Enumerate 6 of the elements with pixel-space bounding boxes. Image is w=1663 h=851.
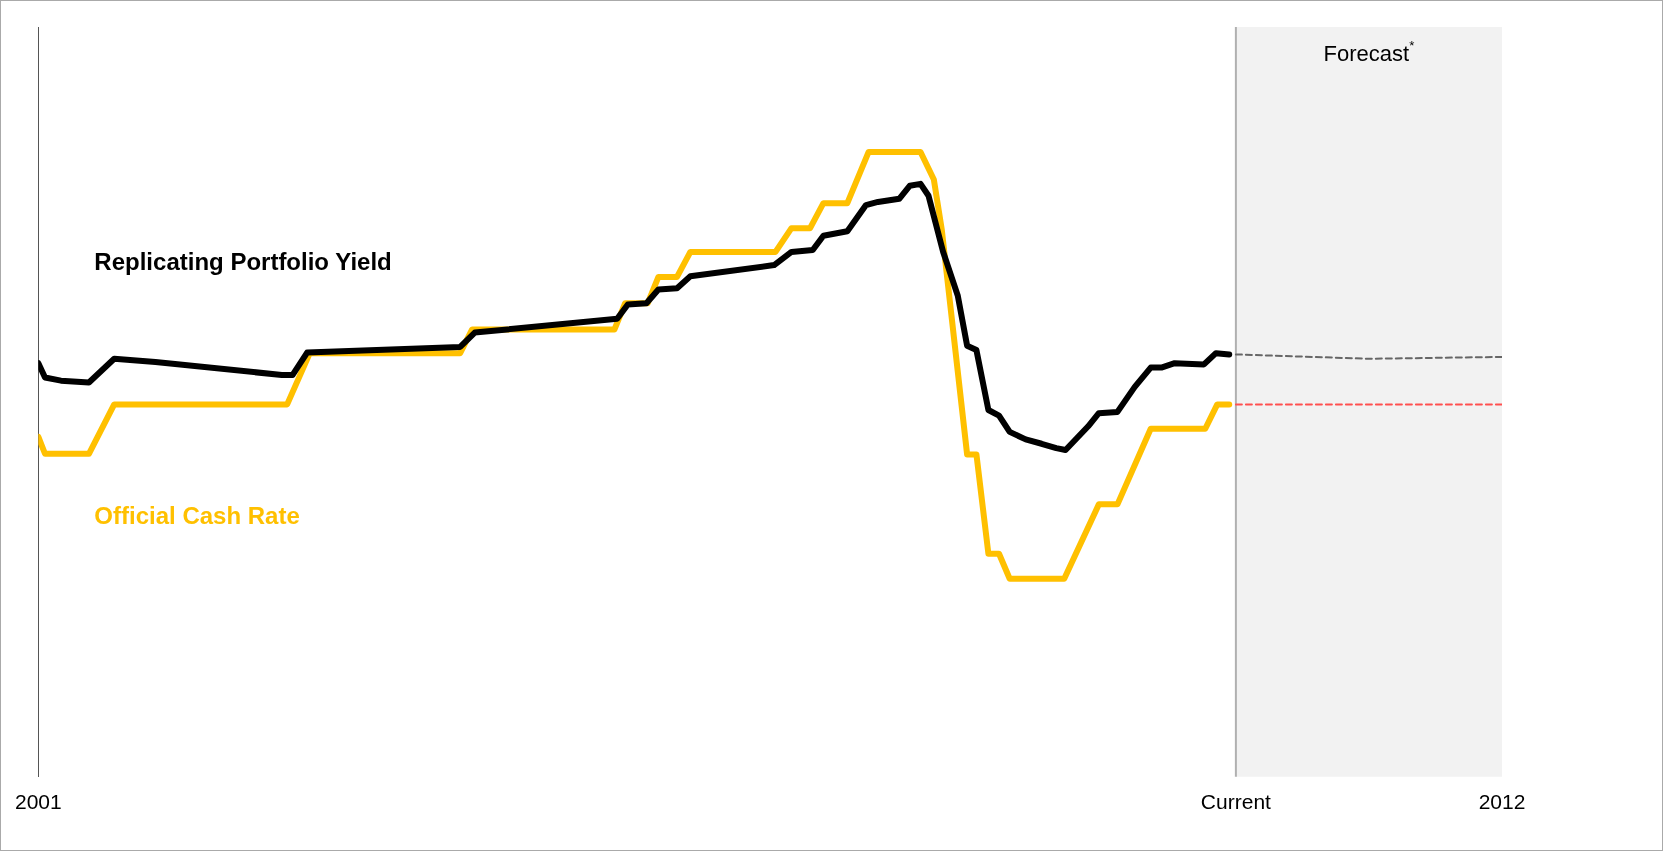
x-tick-label: Current: [1200, 790, 1272, 814]
x-tick-label: 2001: [15, 790, 62, 814]
text: Official Cash Rate: [94, 501, 300, 529]
band-label: Forecast*: [1323, 37, 1415, 67]
x-tick-label: 2012: [1478, 790, 1526, 814]
text: Replicating Portfolio Yield: [94, 247, 392, 275]
